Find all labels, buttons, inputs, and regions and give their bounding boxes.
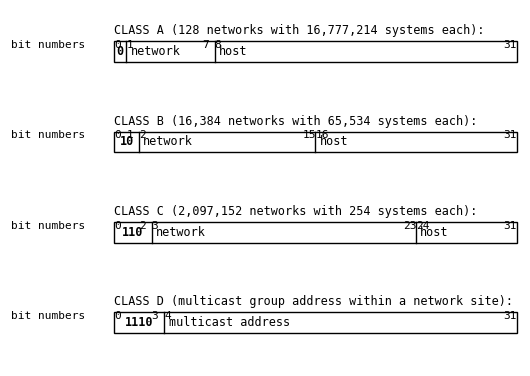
Text: 3: 3 [152,311,158,321]
Text: network: network [143,135,193,149]
Text: 2: 2 [139,130,146,140]
Text: 1: 1 [127,130,133,140]
Text: 16: 16 [315,130,329,140]
Text: 0: 0 [114,40,121,50]
Text: network: network [131,45,181,58]
Text: multicast address: multicast address [169,316,290,329]
Bar [114,132,517,152]
Text: bit numbers: bit numbers [11,221,85,230]
Text: bit numbers: bit numbers [11,130,85,140]
Text: 24: 24 [416,221,429,230]
Text: host: host [420,226,449,239]
Bar [114,222,517,243]
Text: 4: 4 [164,311,171,321]
Bar [114,312,517,333]
Text: network: network [156,226,206,239]
Text: 110: 110 [122,226,144,239]
Text: CLASS B (16,384 networks with 65,534 systems each):: CLASS B (16,384 networks with 65,534 sys… [114,115,478,128]
Text: 7: 7 [202,40,209,50]
Text: 8: 8 [215,40,222,50]
Text: 1: 1 [127,40,134,50]
Text: 2: 2 [139,221,146,230]
Text: 0: 0 [114,130,121,140]
Text: CLASS A (128 networks with 16,777,214 systems each):: CLASS A (128 networks with 16,777,214 sy… [114,24,484,38]
Text: bit numbers: bit numbers [11,40,85,50]
Text: 0: 0 [117,45,124,58]
Text: 23: 23 [403,221,417,230]
Text: 31: 31 [504,40,517,50]
Text: 1110: 1110 [125,316,153,329]
Text: host: host [320,135,348,149]
Text: bit numbers: bit numbers [11,311,85,321]
Text: CLASS C (2,097,152 networks with 254 systems each):: CLASS C (2,097,152 networks with 254 sys… [114,205,478,218]
Text: 0: 0 [114,221,121,230]
Text: 31: 31 [504,221,517,230]
Text: 31: 31 [504,130,517,140]
Text: 31: 31 [504,311,517,321]
Text: 10: 10 [119,135,134,149]
Text: 3: 3 [152,221,158,230]
Text: CLASS D (multicast group address within a network site):: CLASS D (multicast group address within … [114,295,513,308]
Bar [114,41,517,62]
Text: 15: 15 [303,130,316,140]
Text: 0: 0 [114,311,121,321]
Text: host: host [219,45,248,58]
